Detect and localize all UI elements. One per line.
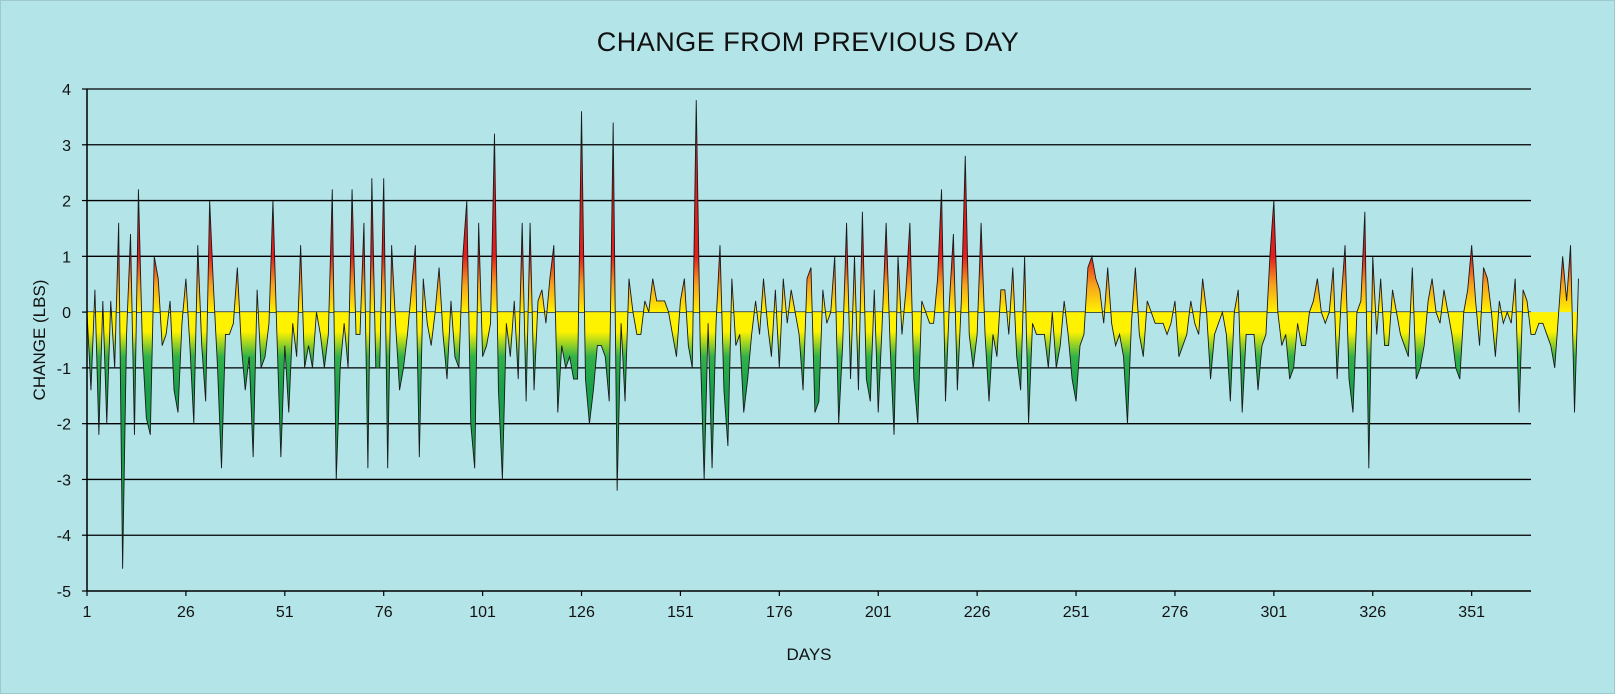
y-tick-labels: 4 3 2 1 0 -1 -2 -3 -4 -5 (57, 82, 71, 601)
y-tick-label: 0 (62, 305, 71, 322)
x-tick-label: 1 (83, 604, 92, 621)
chart-title: CHANGE FROM PREVIOUS DAY (597, 27, 1020, 57)
x-tick-label: 176 (766, 604, 793, 621)
y-tick-label: -4 (57, 528, 71, 545)
x-tick-label: 151 (667, 604, 694, 621)
change-series-line (86, 100, 1579, 569)
axes (82, 88, 1531, 596)
x-tick-label: 51 (276, 604, 294, 621)
y-tick-label: -5 (57, 584, 71, 601)
x-tick-label: 101 (469, 604, 496, 621)
y-tick-label: -3 (57, 472, 71, 489)
change-area-fill (87, 100, 1579, 569)
x-tick-label: 126 (568, 604, 595, 621)
y-tick-label: 3 (62, 138, 71, 155)
x-tick-label: 201 (865, 604, 892, 621)
x-tick-label: 26 (177, 604, 195, 621)
x-tick-label: 351 (1458, 604, 1485, 621)
y-tick-label: -1 (57, 361, 71, 378)
y-tick-label: 2 (62, 194, 71, 211)
x-tick-labels: 1 26 51 76 101 126 151 176 201 226 251 276 301 326 351 (83, 604, 1486, 621)
x-tick-label: 226 (964, 604, 991, 621)
x-axis-label: DAYS (786, 645, 831, 664)
x-tick-label: 251 (1063, 604, 1090, 621)
x-tick-label: 301 (1260, 604, 1287, 621)
data-area (86, 100, 1579, 569)
y-axis-label: CHANGE (LBS) (30, 280, 49, 401)
y-tick-label: 1 (62, 249, 71, 266)
x-tick-label: 76 (375, 604, 393, 621)
y-tick-label: -2 (57, 417, 71, 434)
x-tick-label: 326 (1359, 604, 1386, 621)
y-tick-label: 4 (62, 82, 71, 99)
x-tick-label: 276 (1162, 604, 1189, 621)
